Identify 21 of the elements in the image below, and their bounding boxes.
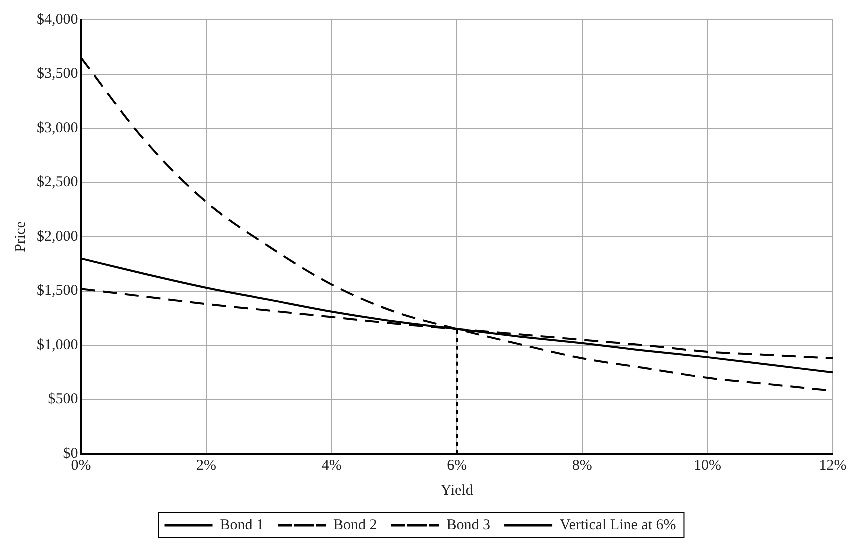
y-tick-label: $500	[48, 392, 78, 408]
y-tick-label: $4,000	[37, 12, 78, 28]
legend-label: Vertical Line at 6%	[560, 517, 676, 534]
y-tick-label: $1,500	[37, 283, 78, 300]
y-tick-label: $2,000	[37, 228, 78, 245]
x-tick-label: 10%	[694, 458, 722, 474]
x-tick-label: 12%	[819, 458, 847, 474]
y-axis-title: Price	[12, 221, 29, 252]
x-tick-label: 2%	[196, 458, 217, 474]
legend-label: Bond 1	[220, 517, 264, 534]
y-tick-label: $1,000	[37, 337, 78, 354]
legend-label: Bond 2	[334, 517, 378, 534]
legend-label: Bond 3	[446, 517, 491, 534]
x-axis-title: Yield	[440, 482, 474, 499]
x-tick-label: 4%	[322, 458, 342, 474]
x-tick-label: 0%	[71, 458, 92, 474]
y-tick-label: $3,000	[37, 120, 78, 136]
y-tick-label: $2,500	[37, 174, 78, 191]
x-tick-label: 6%	[447, 458, 468, 474]
x-tick-label: 8%	[572, 458, 592, 474]
y-tick-label: $3,500	[37, 66, 78, 82]
